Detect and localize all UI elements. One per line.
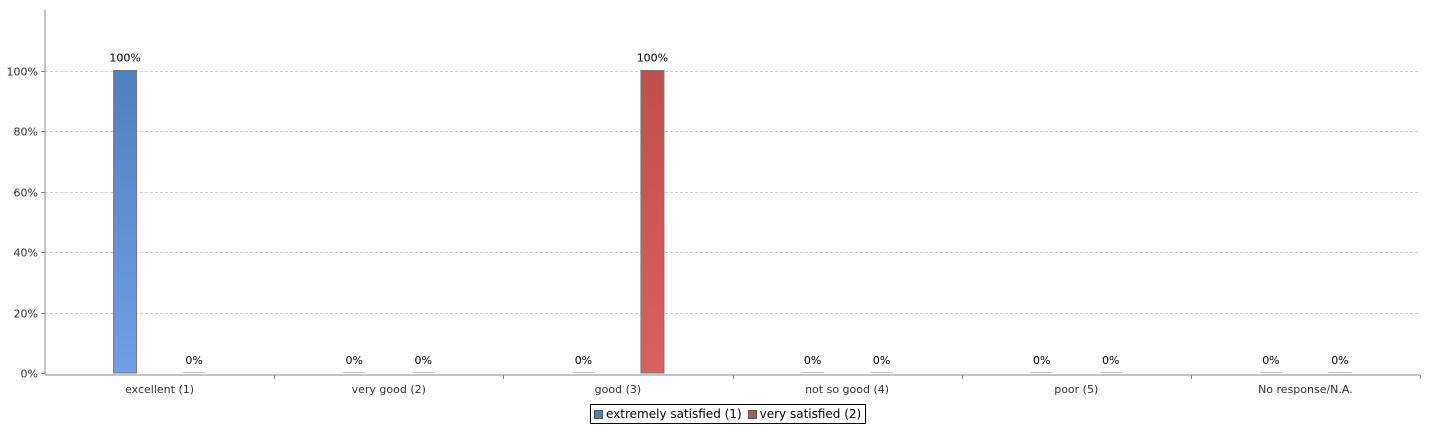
data-label: 0% [804,354,821,367]
x-tick-label: excellent (1) [125,383,194,396]
y-tick-labels: 0% 20% 40% 60% 80% 100% [7,66,45,381]
grid-lines [45,71,1420,314]
bar-series-2 [640,70,665,374]
y-tick-label: 20% [14,308,38,321]
y-tick-label: 100% [7,66,38,79]
data-label: 0% [1262,354,1279,367]
x-tick-label: very good (2) [352,383,426,396]
legend-item-series-1: extremely satisfied (1) [594,407,742,421]
bars [113,70,1352,374]
legend-item-series-2: very satisfied (2) [747,407,862,421]
data-label: 100% [109,52,140,65]
data-label: 0% [873,354,890,367]
data-label: 0% [185,354,202,367]
data-labels: 100% 0% 0% 0% 0% 100% 0% 0% 0% 0% 0% 0% [109,52,1348,368]
y-tick-label: 60% [14,187,38,200]
legend-label-series-2: very satisfied (2) [759,407,862,421]
y-tick-label: 0% [21,368,38,381]
legend-swatch-series-1 [594,409,603,419]
data-label: 0% [1331,354,1348,367]
data-label: 0% [415,354,432,367]
data-label: 0% [1033,354,1050,367]
x-tick-labels: excellent (1) very good (2) good (3) not so… [125,375,1421,396]
y-tick-label: 80% [14,126,38,139]
x-tick-label: No response/N.A. [1258,383,1353,396]
x-tick-label: poor (5) [1054,383,1098,396]
legend-label-series-1: extremely satisfied (1) [606,407,742,421]
data-label: 100% [637,52,668,65]
x-tick-label: good (3) [595,383,642,396]
data-label: 0% [575,354,592,367]
data-label: 0% [346,354,363,367]
data-label: 0% [1102,354,1119,367]
legend-swatch-series-2 [747,409,757,419]
y-tick-label: 40% [14,247,38,260]
legend: extremely satisfied (1) very satisfied (… [590,404,867,424]
bar-series-1 [113,70,138,374]
x-tick-label: not so good (4) [805,383,889,396]
